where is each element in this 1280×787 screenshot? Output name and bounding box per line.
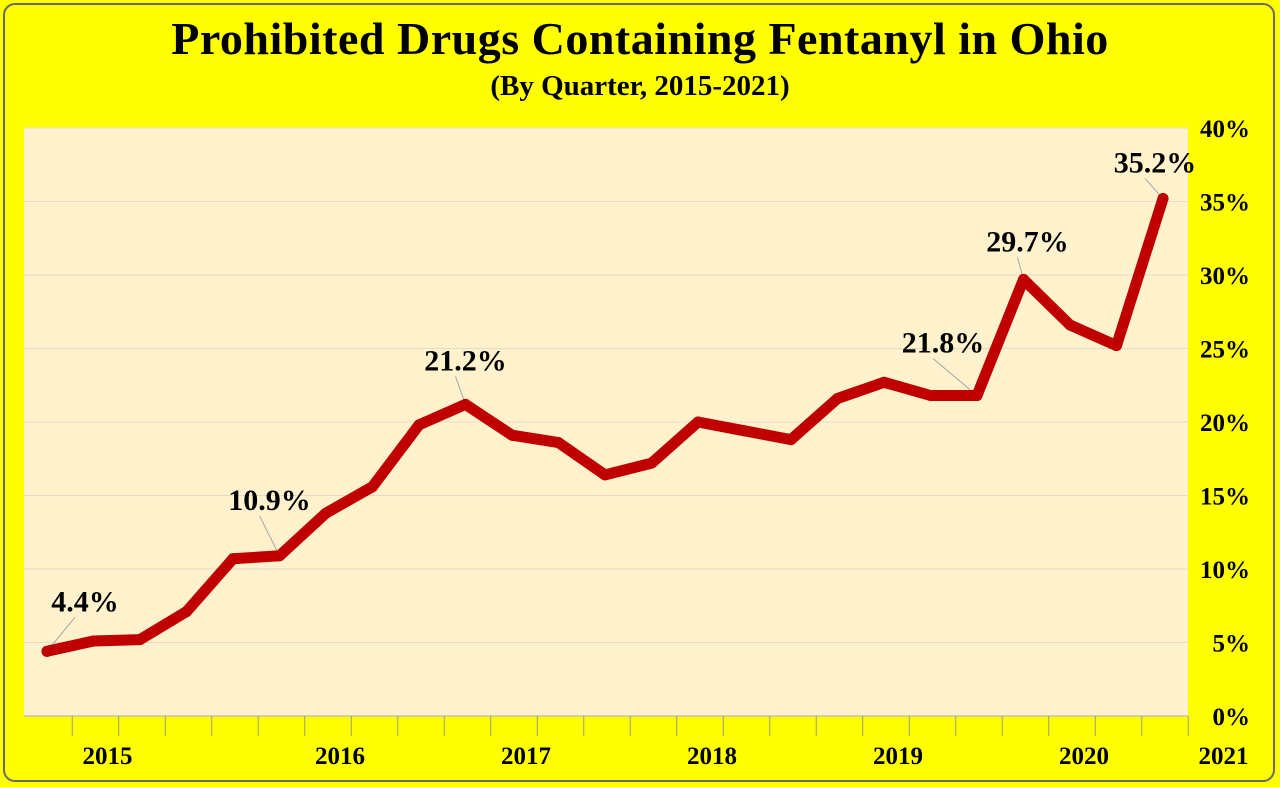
chart-title: Prohibited Drugs Containing Fentanyl in … [171, 13, 1109, 64]
data-point [506, 429, 518, 441]
data-point [41, 645, 53, 657]
x-year-label: 2015 [82, 743, 132, 770]
data-point [1111, 340, 1122, 352]
y-tick-label: 35% [1200, 190, 1250, 217]
y-tick-label: 10% [1200, 557, 1250, 584]
label-leader [259, 515, 280, 556]
y-tick-label: 15% [1200, 484, 1250, 511]
data-point [181, 606, 192, 618]
data-point [785, 434, 797, 446]
data-point [413, 419, 425, 431]
series-group [41, 193, 1169, 657]
data-point [134, 634, 146, 646]
x-axis-ticks [24, 715, 1189, 736]
data-label: 29.7% [986, 225, 1069, 258]
data-label: 21.2% [424, 344, 507, 377]
data-point [1157, 193, 1169, 205]
data-point [599, 469, 611, 481]
data-point [227, 553, 239, 565]
chart-subtitle: (By Quarter, 2015-2021) [490, 70, 790, 102]
data-point [88, 635, 99, 647]
data-point [553, 437, 564, 449]
data-point [460, 398, 471, 410]
data-point [646, 457, 657, 469]
label-leader [932, 358, 978, 396]
y-tick-label: 5% [1213, 631, 1251, 658]
y-axis: 0% 5% 10% 15% 20% 25% 30% 35% 40% [1200, 116, 1250, 731]
data-point [274, 550, 285, 562]
data-point [832, 392, 843, 404]
y-tick-label: 25% [1200, 337, 1250, 364]
y-tick-label: 0% [1213, 704, 1251, 731]
data-label: 10.9% [228, 484, 311, 517]
data-point [367, 481, 378, 493]
data-labels: 4.4% 10.9% 21.2% 21.8% 29.7% 35.2% [51, 147, 1196, 619]
data-point [878, 376, 890, 388]
data-point [925, 390, 936, 402]
x-year-label: 2016 [315, 743, 365, 770]
y-tick-label: 20% [1200, 410, 1250, 437]
data-label: 35.2% [1114, 147, 1197, 180]
data-point [320, 507, 332, 519]
x-axis: 2015 2016 2017 2018 2019 2020 2021 [82, 743, 1248, 770]
data-point [692, 416, 704, 428]
x-year-label: 2018 [687, 743, 737, 770]
x-year-label: 2021 [1198, 743, 1248, 770]
y-tick-label: 30% [1200, 263, 1250, 290]
y-tick-label: 40% [1200, 116, 1250, 143]
x-year-label: 2017 [501, 743, 551, 770]
x-year-label: 2020 [1059, 743, 1109, 770]
data-point [1018, 273, 1029, 285]
data-label: 21.8% [902, 327, 985, 360]
data-point [971, 390, 983, 402]
data-label: 4.4% [51, 585, 119, 618]
data-point [739, 425, 750, 437]
data-point [1064, 319, 1076, 331]
x-year-label: 2019 [873, 743, 923, 770]
